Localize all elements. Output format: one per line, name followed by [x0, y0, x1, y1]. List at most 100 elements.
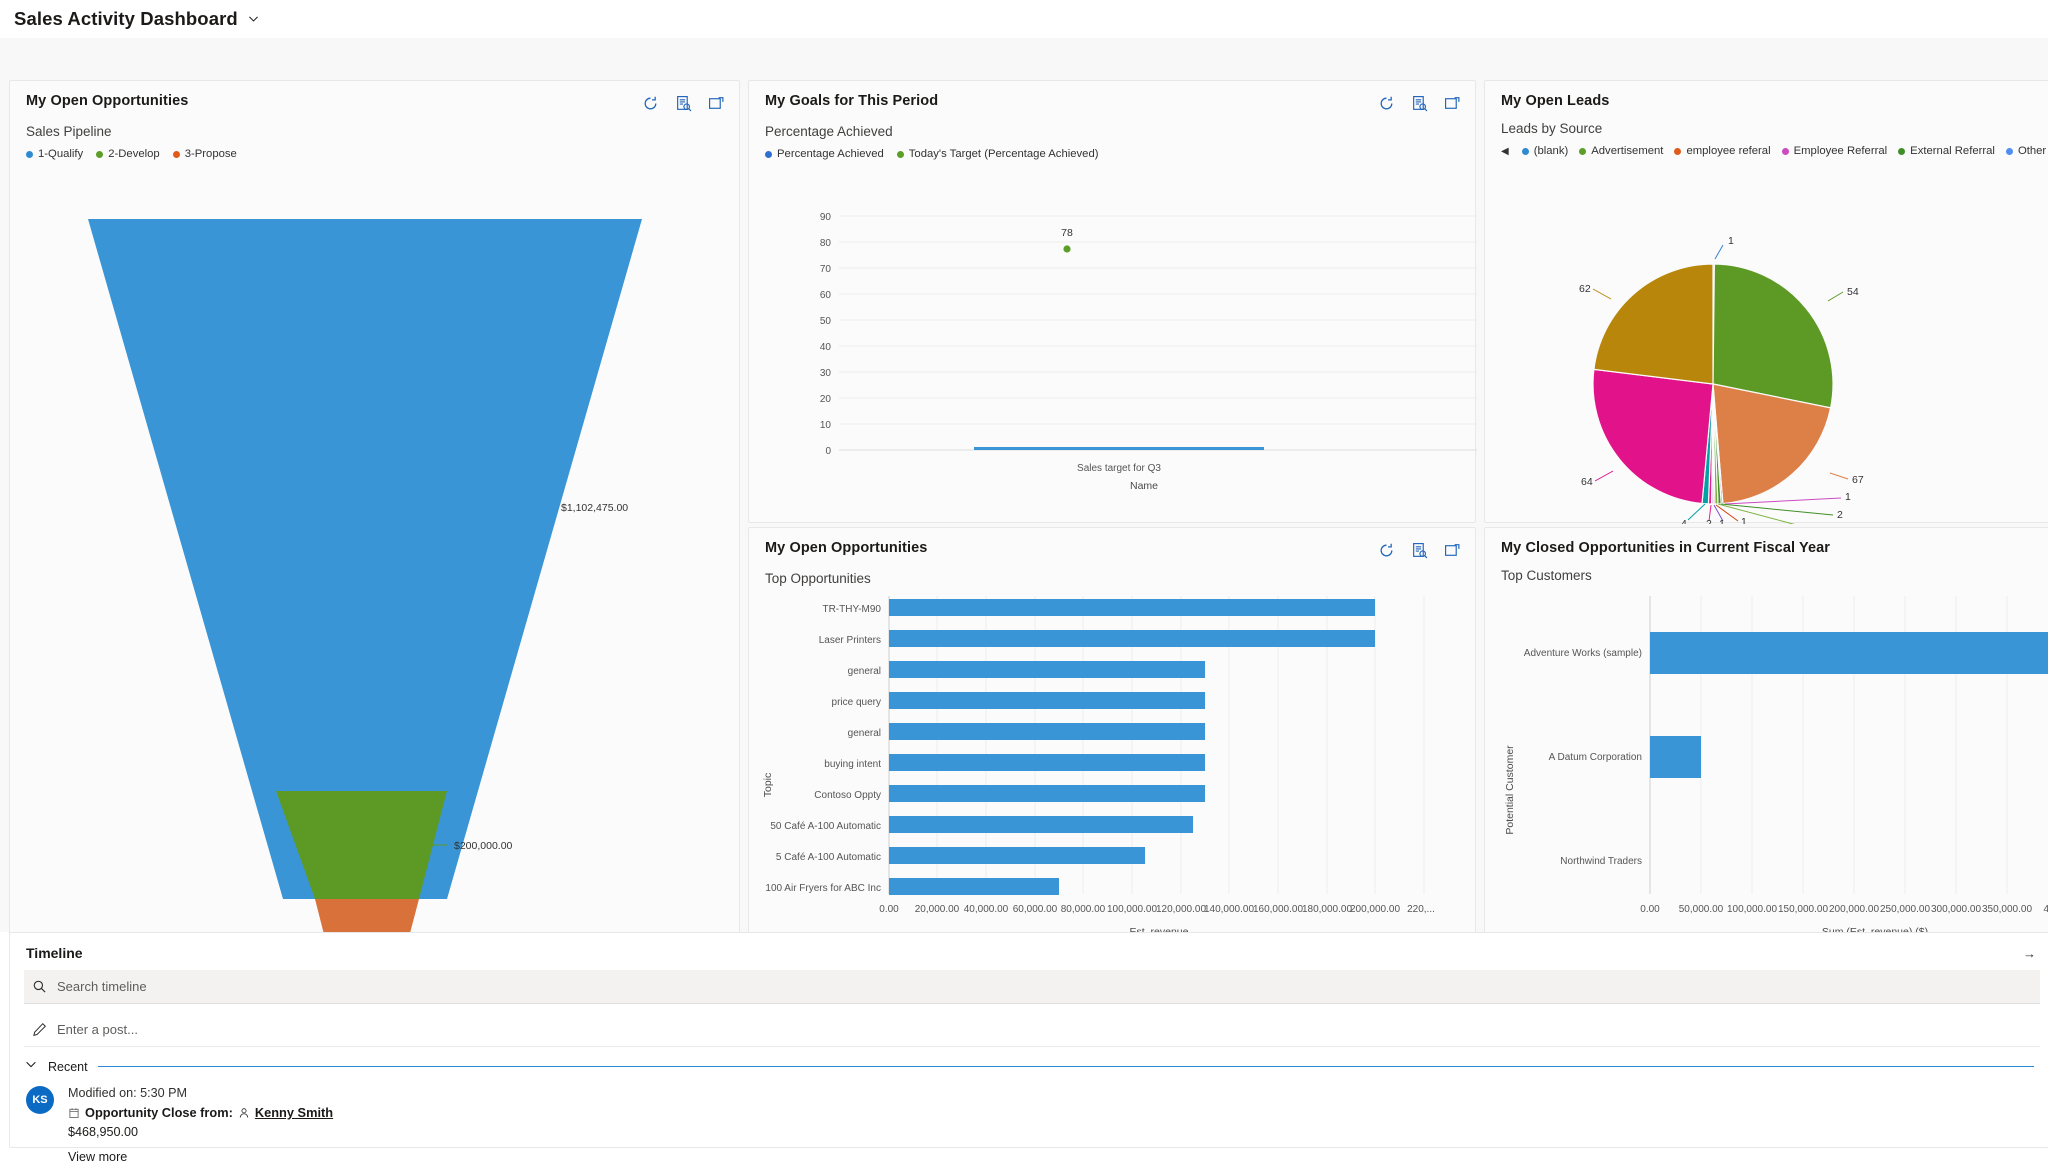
view-records-icon[interactable] — [675, 95, 692, 112]
bar-item[interactable] — [889, 630, 1375, 647]
funnel-segment-develop[interactable] — [276, 791, 447, 899]
marker-todays-target[interactable] — [1063, 245, 1071, 253]
legend-item-employee-referal[interactable]: employee referal — [1674, 145, 1771, 157]
expand-icon[interactable] — [1444, 95, 1461, 112]
y-tick: Contoso Oppty — [814, 790, 881, 801]
view-records-icon[interactable] — [1411, 95, 1428, 112]
legend-item-percentage-achieved[interactable]: Percentage Achieved — [765, 148, 884, 160]
refresh-icon[interactable] — [1378, 95, 1395, 112]
funnel-chart[interactable]: $1,102,475.00 $200,000.00 $200,000.00 — [10, 199, 741, 965]
timeline-header: Timeline → — [10, 933, 2048, 961]
y-tick-labels: TR-THY-M90 Laser Printers general price … — [765, 604, 881, 894]
legend-item-qualify[interactable]: 1-Qualify — [26, 148, 83, 160]
card-header: My Open Opportunities — [749, 528, 1475, 559]
legend-label: Employee Referral — [1793, 145, 1888, 157]
search-input[interactable]: Search timeline — [57, 979, 147, 994]
refresh-icon[interactable] — [1378, 542, 1395, 559]
legend-label: Other — [2017, 145, 2047, 157]
chevron-down-icon[interactable] — [24, 1057, 38, 1076]
card-my-open-leads: My Open Leads Leads by Source ◀ (blank) … — [1484, 80, 2048, 524]
expand-icon[interactable] — [708, 95, 725, 112]
funnel-legend: 1-Qualify 2-Develop 3-Propose — [10, 139, 739, 160]
bar-item[interactable] — [1650, 632, 2048, 674]
x-tick-label: Sales target for Q3 — [1077, 463, 1161, 474]
legend-label: Today's Target (Percentage Achieved) — [908, 148, 1099, 160]
timeline-group-recent[interactable]: Recent — [24, 1057, 2048, 1076]
timeline-expand-icon[interactable]: → — [2023, 945, 2036, 961]
expand-icon[interactable] — [1444, 542, 1461, 559]
legend-swatch — [96, 150, 104, 158]
legend-swatch — [896, 150, 904, 158]
post-input[interactable]: Enter a post... — [57, 1022, 138, 1037]
card-subtitle: Top Customers — [1501, 568, 1592, 583]
timeline-item[interactable]: KS Modified on: 5:30 PM Opportunity Clos… — [26, 1086, 2048, 1164]
bar-item[interactable] — [889, 785, 1205, 802]
person-link[interactable]: Kenny Smith — [254, 1105, 334, 1120]
bar-item[interactable] — [889, 723, 1205, 740]
bar-item[interactable] — [889, 878, 1059, 895]
legend-scroll-left-icon[interactable]: ◀ — [1501, 145, 1509, 157]
refresh-icon[interactable] — [642, 95, 659, 112]
x-tick: 100,000.00 — [1107, 904, 1157, 915]
y-axis: 90 80 70 60 50 40 30 20 10 0 — [820, 212, 1477, 457]
pie-label-1d: 1 — [1719, 518, 1725, 524]
person-icon — [238, 1107, 250, 1119]
top-opportunities-chart[interactable]: Topic — [749, 590, 1477, 960]
subject-prefix: Opportunity Close from: — [85, 1105, 233, 1120]
card-actions — [1378, 540, 1461, 559]
funnel-segment-qualify[interactable] — [88, 219, 642, 899]
legend-label: Advertisement — [1591, 145, 1664, 157]
card-header: My Open Leads — [1485, 81, 2048, 109]
legend-item-other[interactable]: Other — [2005, 145, 2047, 157]
legend-label: External Referral — [1910, 145, 1995, 157]
legend-item-blank[interactable]: (blank) — [1521, 145, 1568, 157]
y-tick: buying intent — [824, 759, 881, 770]
y-tick-60: 60 — [820, 290, 832, 301]
legend-item-develop[interactable]: 2-Develop — [96, 148, 160, 160]
app-header: Sales Activity Dashboard — [0, 0, 2048, 38]
legend-item-employee-referral[interactable]: Employee Referral — [1781, 145, 1888, 157]
bar-item[interactable] — [889, 599, 1375, 616]
bar-item[interactable] — [889, 692, 1205, 709]
legend-item-todays-target[interactable]: Today's Target (Percentage Achieved) — [896, 148, 1099, 160]
x-tick: 200,000.00 — [1829, 904, 1879, 915]
bar-percentage-achieved[interactable] — [974, 447, 1264, 450]
leads-legend: ◀ (blank) Advertisement employee referal… — [1485, 136, 2048, 157]
bar-item[interactable] — [889, 754, 1205, 771]
search-icon — [32, 979, 47, 994]
card-actions — [642, 93, 725, 112]
closed-opportunities-chart[interactable]: Potential Customer Adventure Works (samp… — [1485, 590, 2048, 960]
pie-slice-partner[interactable] — [1712, 383, 1832, 505]
legend-swatch — [765, 150, 772, 158]
y-tick: 50 Café A-100 Automatic — [770, 821, 881, 832]
card-title: My Open Opportunities — [26, 93, 189, 109]
bars — [889, 599, 1375, 895]
timeline-search-row[interactable]: Search timeline — [24, 970, 2040, 1004]
bar-item[interactable] — [889, 816, 1193, 833]
card-my-goals: My Goals for This Period Percentage Achi… — [748, 80, 1477, 523]
goals-chart[interactable]: 90 80 70 60 50 40 30 20 10 0 — [749, 203, 1477, 523]
chevron-down-icon[interactable] — [247, 12, 260, 27]
view-more-link[interactable]: View more — [68, 1150, 128, 1164]
leads-by-source-pie-chart[interactable]: 1 54 67 1 2 2 1 1 2 4 64 62 — [1485, 199, 2048, 524]
x-tick: 200,000.00 — [1350, 904, 1400, 915]
pie-slice-advertisement[interactable] — [1712, 263, 1834, 409]
avatar: KS — [26, 1086, 54, 1114]
bar-item[interactable] — [1650, 736, 1701, 778]
legend-item-advertisement[interactable]: Advertisement — [1579, 145, 1663, 157]
timeline-post-row[interactable]: Enter a post... — [24, 1013, 2040, 1047]
x-tick: 0.00 — [1640, 904, 1660, 915]
y-tick: Northwind Traders — [1560, 856, 1642, 867]
x-tick: 50,000.00 — [1679, 904, 1724, 915]
legend-item-propose[interactable]: 3-Propose — [172, 148, 237, 160]
pie-slice-word-of-mouth[interactable] — [1592, 368, 1714, 505]
pie-slice-employee-referal[interactable] — [1593, 263, 1714, 385]
bars — [1650, 632, 2048, 778]
legend-label: Percentage Achieved — [777, 148, 884, 160]
bar-item[interactable] — [889, 847, 1145, 864]
bar-item[interactable] — [889, 661, 1205, 678]
legend-item-external-referral[interactable]: External Referral — [1898, 145, 1995, 157]
view-records-icon[interactable] — [1411, 542, 1428, 559]
x-tick: 60,000.00 — [1013, 904, 1058, 915]
card-my-open-opportunities-funnel: My Open Opportunities Sales Pipeline 1-Q… — [9, 80, 740, 966]
